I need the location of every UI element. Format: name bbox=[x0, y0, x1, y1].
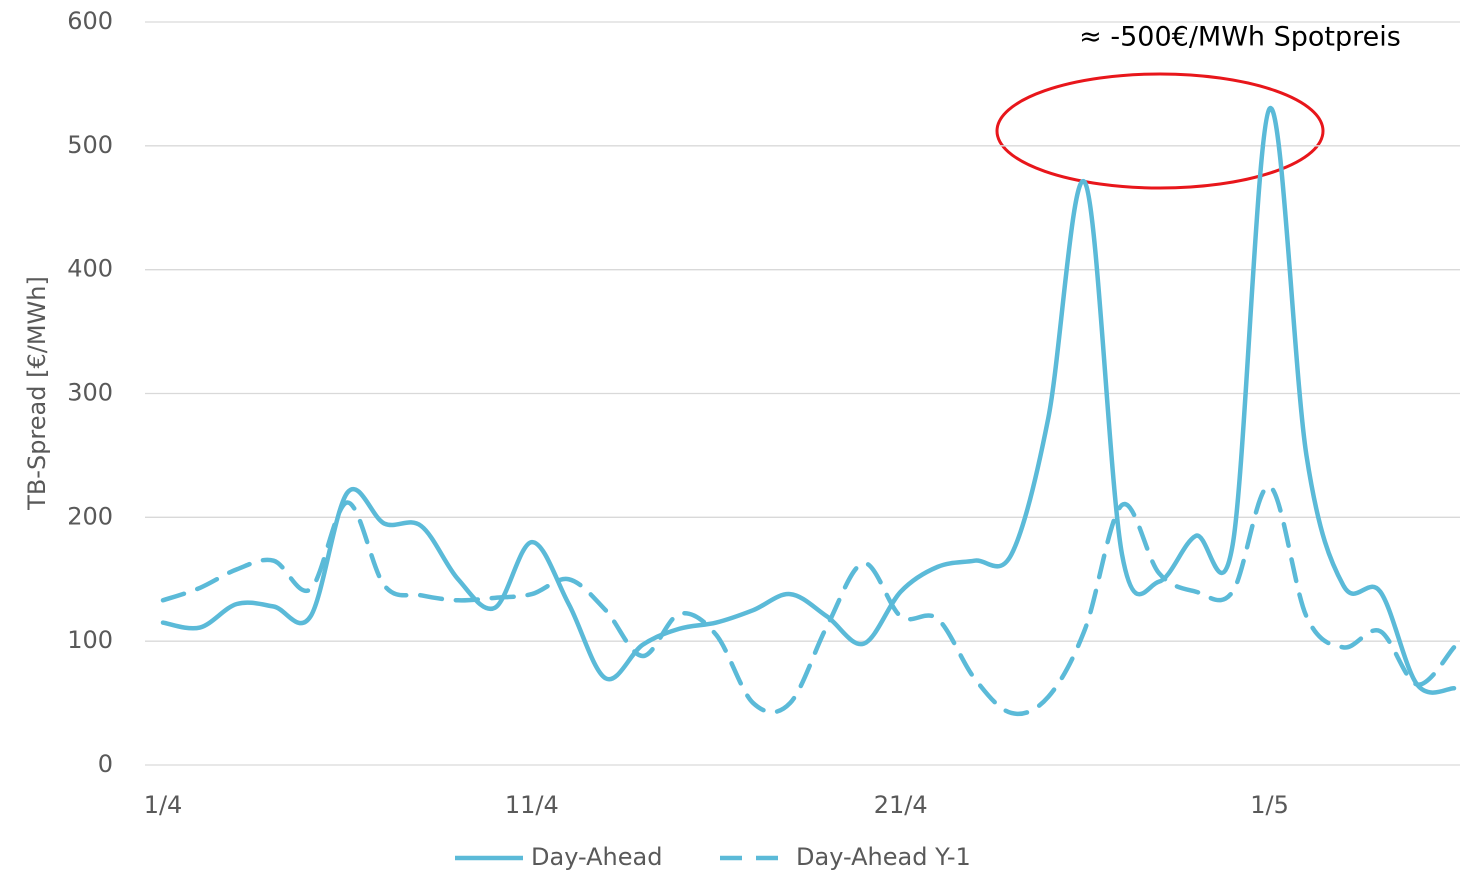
y-tick-label: 500 bbox=[67, 131, 113, 159]
x-tick-label: 21/4 bbox=[874, 791, 928, 819]
y-tick-label: 200 bbox=[67, 502, 113, 530]
line-series bbox=[160, 106, 1457, 695]
annotation-ellipse bbox=[995, 72, 1325, 190]
y-tick-label: 100 bbox=[67, 626, 113, 654]
y-tick-label: 300 bbox=[67, 379, 113, 407]
y-axis-label: TB-Spread [€/MWh] bbox=[23, 276, 51, 511]
annotation: ≈ -500€/MWh Spotpreis bbox=[1079, 22, 1401, 53]
x-tick-label: 1/5 bbox=[1250, 791, 1289, 819]
y-tick-label: 0 bbox=[98, 750, 113, 778]
y-tick-label: 400 bbox=[67, 255, 113, 283]
line-series bbox=[160, 484, 1457, 717]
legend-label: Day-Ahead bbox=[531, 843, 662, 871]
legend-label: Day-Ahead Y-1 bbox=[796, 843, 971, 871]
y-tick-label: 600 bbox=[67, 7, 113, 35]
x-tick-label: 1/4 bbox=[144, 791, 183, 819]
x-tick-label: 11/4 bbox=[505, 791, 559, 819]
